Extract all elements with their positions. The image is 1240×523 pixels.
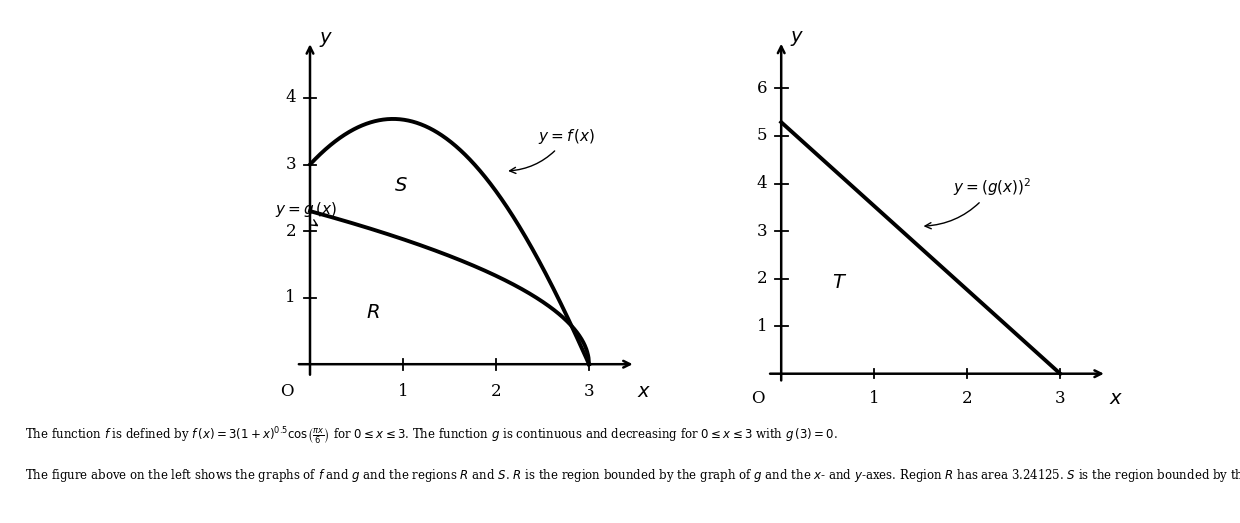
- Text: 4: 4: [756, 175, 768, 192]
- Text: 6: 6: [756, 80, 768, 97]
- Text: 1: 1: [398, 383, 408, 400]
- Text: $y$: $y$: [791, 29, 805, 48]
- Text: 4: 4: [285, 89, 296, 107]
- Text: $y$: $y$: [320, 30, 334, 49]
- Text: 2: 2: [491, 383, 501, 400]
- Text: $T$: $T$: [832, 274, 847, 292]
- Text: The figure above on the left shows the graphs of $f$ and $g$ and the regions $R$: The figure above on the left shows the g…: [25, 467, 1240, 484]
- Text: 1: 1: [756, 317, 768, 335]
- Text: $S$: $S$: [394, 177, 408, 195]
- Text: 1: 1: [285, 289, 296, 306]
- Text: $y = g\,(x)$: $y = g\,(x)$: [274, 200, 336, 225]
- Text: 5: 5: [756, 128, 768, 144]
- Text: 2: 2: [962, 390, 972, 407]
- Text: $R$: $R$: [366, 304, 379, 322]
- Text: $y = f\,(x)$: $y = f\,(x)$: [510, 127, 595, 174]
- Text: $x$: $x$: [1109, 390, 1122, 408]
- Text: 2: 2: [285, 223, 296, 240]
- Text: 3: 3: [584, 383, 594, 400]
- Text: O: O: [751, 390, 764, 407]
- Text: The function $f$ is defined by $f\,(x) = 3(1+x)^{0.5}\cos\!\left(\frac{\pi x}{6}: The function $f$ is defined by $f\,(x) =…: [25, 426, 837, 447]
- Text: 3: 3: [1055, 390, 1065, 407]
- Text: O: O: [280, 383, 293, 400]
- Text: 1: 1: [869, 390, 879, 407]
- Text: 2: 2: [756, 270, 768, 287]
- Text: 3: 3: [285, 156, 296, 173]
- Text: 3: 3: [756, 223, 768, 240]
- Text: $x$: $x$: [637, 383, 651, 401]
- Text: $y = (g(x))^2$: $y = (g(x))^2$: [925, 176, 1032, 229]
